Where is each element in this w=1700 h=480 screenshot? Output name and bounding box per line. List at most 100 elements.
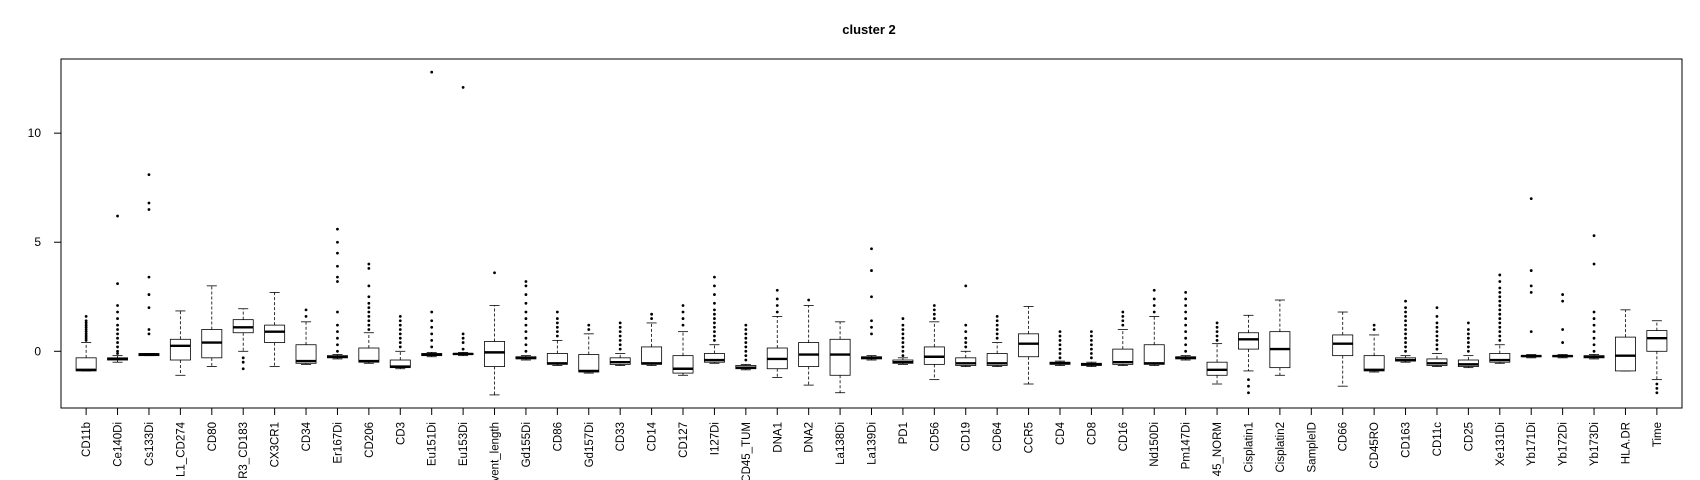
outlier-point <box>1466 332 1470 336</box>
outlier-point <box>336 343 339 347</box>
outlier-point <box>744 332 748 336</box>
outlier-point <box>336 251 339 255</box>
outlier-point <box>116 310 119 314</box>
outlier-point <box>304 308 308 312</box>
box-R3_CD183 <box>232 308 254 371</box>
x-tick-label: Pm147Di <box>1181 422 1193 469</box>
outlier-point <box>995 328 999 331</box>
x-tick-label: CD66 <box>1338 422 1350 451</box>
outlier-point <box>713 301 716 305</box>
x-tick-label: Gd155Di <box>521 422 533 467</box>
outlier-point <box>1184 336 1188 340</box>
outlier-point <box>1529 197 1533 201</box>
x-tick-label: DNA1 <box>772 422 784 453</box>
outlier-point <box>524 280 528 283</box>
outlier-point <box>398 345 402 349</box>
outlier-point <box>1404 314 1407 318</box>
box-CD4 <box>1049 330 1071 366</box>
outlier-point <box>1090 338 1093 342</box>
outlier-point <box>775 297 779 301</box>
outlier-point <box>1529 284 1533 288</box>
x-tick-label: Cs133Di <box>144 422 156 466</box>
outlier-point <box>1404 341 1407 344</box>
outlier-point <box>1058 334 1062 338</box>
outlier-point <box>1592 317 1596 320</box>
outlier-point <box>555 325 559 329</box>
box-CD163 <box>1395 299 1417 363</box>
outlier-point <box>744 354 748 358</box>
outlier-point <box>1121 310 1125 314</box>
box-CD8 <box>1080 330 1102 367</box>
outlier-point <box>367 319 371 323</box>
outlier-point <box>1372 328 1376 331</box>
x-tick-label: CD4 <box>1055 421 1067 445</box>
box-DNA2 <box>798 298 820 386</box>
box-iqr <box>1489 353 1511 363</box>
outlier-point <box>116 352 119 355</box>
box-CD45RO <box>1363 323 1385 373</box>
box-iqr <box>829 338 851 376</box>
outlier-point <box>713 338 716 342</box>
outlier-point <box>901 336 905 340</box>
box-HLA.DR <box>1615 309 1636 372</box>
outlier-point <box>1404 332 1407 336</box>
outlier-point <box>995 319 999 323</box>
outlier-point <box>367 284 371 288</box>
x-tick-label: Eu153Di <box>458 422 470 466</box>
box-iqr <box>1646 330 1668 352</box>
outlier-point <box>1247 378 1250 382</box>
outlier-point <box>1655 382 1659 386</box>
box-series <box>75 70 1668 396</box>
outlier-point <box>1058 352 1062 355</box>
outlier-point <box>901 328 905 331</box>
outlier-point <box>744 323 748 327</box>
outlier-point <box>1435 321 1439 325</box>
outlier-point <box>1090 356 1093 360</box>
outlier-point <box>713 308 716 312</box>
outlier-point <box>1592 349 1596 353</box>
x-tick-label: CD45RO <box>1369 422 1381 469</box>
outlier-point <box>1404 299 1407 303</box>
outlier-point <box>995 336 999 340</box>
outlier-point <box>775 288 779 292</box>
outlier-point <box>241 367 245 371</box>
outlier-point <box>1090 343 1093 347</box>
box-CD14 <box>641 312 663 366</box>
outlier-point <box>932 308 936 312</box>
outlier-point <box>1529 269 1533 272</box>
x-tick-label: Yb172Di <box>1558 422 1570 466</box>
outlier-point <box>84 323 88 327</box>
outlier-point <box>1498 330 1502 334</box>
box-L1_CD274 <box>169 310 191 376</box>
outlier-point <box>1498 334 1502 338</box>
outlier-point <box>116 349 119 353</box>
outlier-point <box>1498 280 1502 283</box>
outlier-point <box>367 323 371 327</box>
outlier-point <box>744 345 748 349</box>
outlier-point <box>1184 310 1188 314</box>
x-tick-label: Ce140Di <box>113 422 125 467</box>
box-vent_length <box>484 271 505 396</box>
outlier-point <box>964 284 968 288</box>
box-iqr <box>986 353 1008 366</box>
outlier-point <box>367 295 371 299</box>
outlier-point <box>744 328 748 331</box>
outlier-point <box>964 323 968 327</box>
outlier-point <box>744 341 748 344</box>
outlier-point <box>367 262 371 266</box>
outlier-point <box>713 284 716 288</box>
outlier-point <box>901 332 905 336</box>
outlier-point <box>870 247 873 251</box>
outlier-point <box>1404 319 1407 323</box>
outlier-point <box>713 275 716 279</box>
outlier-point <box>1435 347 1439 351</box>
outlier-point <box>84 325 88 329</box>
outlier-point <box>84 330 88 334</box>
outlier-point <box>1121 323 1125 327</box>
outlier-point <box>744 358 748 362</box>
box-CX3CR1 <box>264 291 286 367</box>
outlier-point <box>524 336 528 340</box>
outlier-point <box>1592 234 1596 238</box>
outlier-point <box>713 334 716 338</box>
outlier-point <box>1090 330 1093 334</box>
